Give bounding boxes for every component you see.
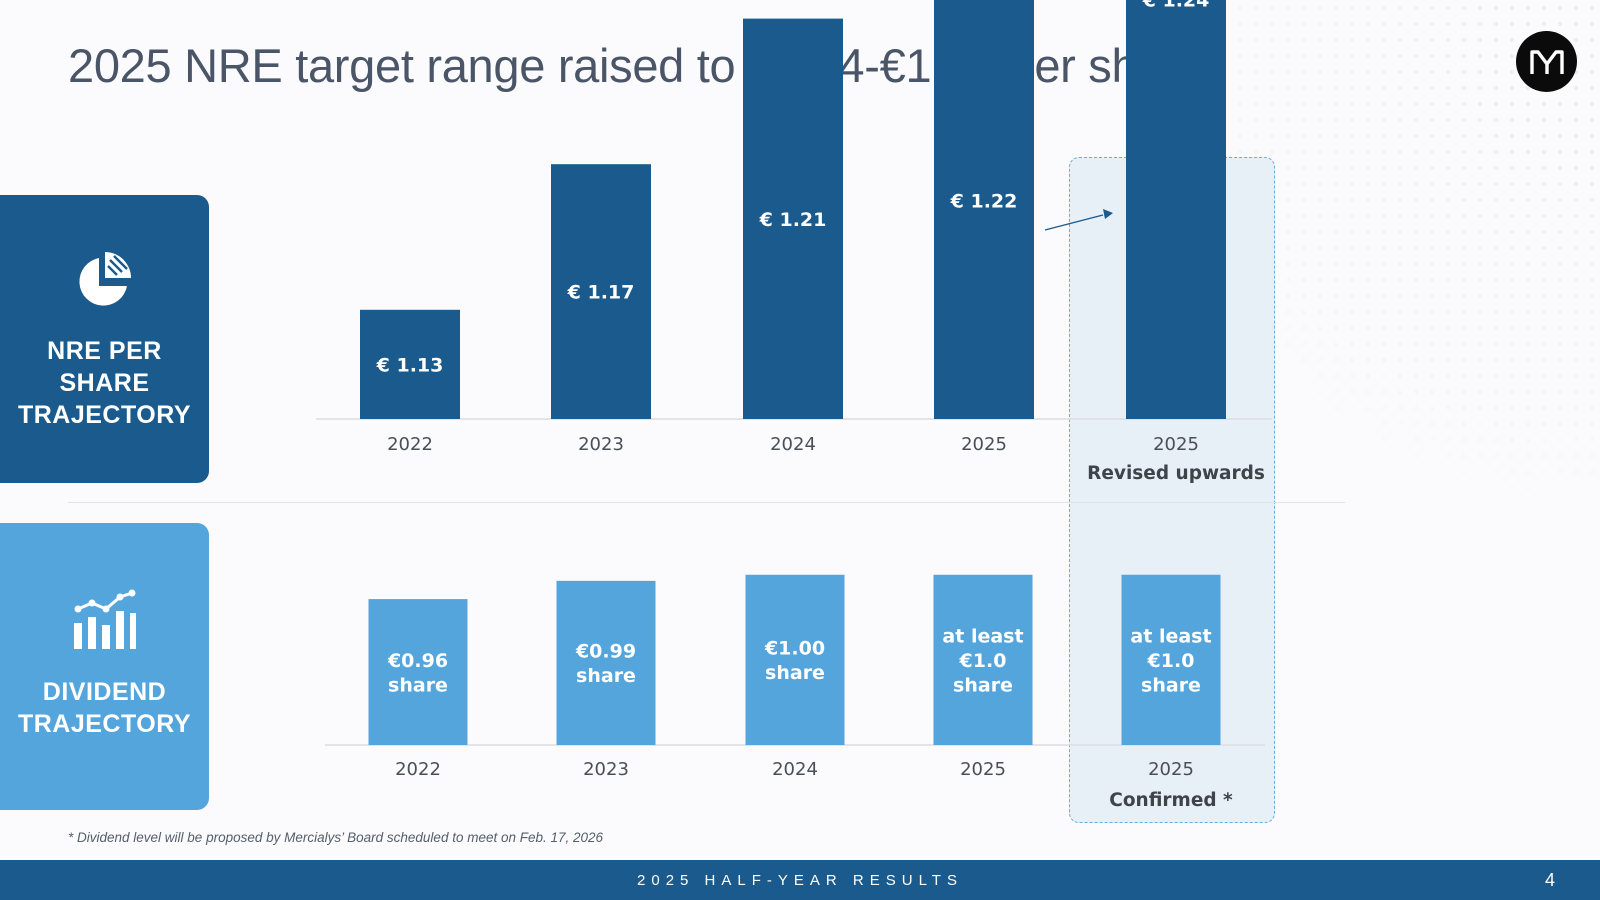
dividend-bar: [745, 574, 845, 745]
nre-year-label: 2025: [961, 434, 1007, 455]
footer-title: 2025 HALF-YEAR RESULTS: [637, 872, 963, 889]
dividend-bar: [368, 599, 468, 745]
dividend-bar-label-line: €1.0: [1147, 650, 1195, 672]
nre-bar: [1126, 0, 1226, 420]
nre-bar-value-label: € 1.13: [376, 354, 444, 376]
dividend-bar-label-line: at least: [1130, 625, 1211, 647]
dividend-panel-title-line: DIVIDEND: [42, 678, 167, 706]
footnote: * Dividend level will be proposed by Mer…: [68, 830, 604, 845]
dividend-panel-title-line: TRAJECTORY: [17, 710, 192, 738]
nre-year-label: 2022: [387, 434, 433, 455]
dividend-bar-label-line: share: [765, 662, 825, 684]
dividend-bar: [556, 580, 656, 745]
nre-panel-title-line: SHARE: [59, 369, 150, 397]
nre-year-label: 2023: [578, 434, 624, 455]
nre-year-label: 2025: [1153, 434, 1199, 455]
nre-bar-value-label: € 1.21: [759, 209, 827, 231]
dividend-year-label: 2025: [1148, 759, 1194, 780]
mercialys-logo-icon: [1516, 31, 1577, 92]
dividend-trajectory-panel: DIVIDEND TRAJECTORY: [0, 523, 209, 810]
dividend-bar-label-line: share: [953, 674, 1013, 696]
dividend-bar-label-line: share: [388, 674, 448, 696]
dividend-bar-label-line: share: [1141, 674, 1201, 696]
footer-bar: [0, 860, 1600, 900]
nre-panel-title: NRE PER SHARE TRAJECTORY: [0, 335, 209, 431]
nre-bar-value-label: € 1.17: [567, 282, 635, 304]
nre-panel-title-line: TRAJECTORY: [17, 401, 192, 429]
dividend-panel-title: DIVIDEND TRAJECTORY: [0, 676, 209, 740]
nre-bar-value-label: € 1.24: [1142, 0, 1210, 11]
pie-chart-icon: [72, 249, 134, 316]
dividend-bar-label-line: €0.99: [575, 641, 636, 663]
nre-bar: [551, 164, 651, 419]
dividend-year-label: 2025: [960, 759, 1006, 780]
dividend-bar-label-line: at least: [942, 625, 1023, 647]
dividend-year-label: 2024: [772, 759, 818, 780]
dividend-bar-label-line: share: [576, 665, 636, 687]
dividend-year-label: 2023: [583, 759, 629, 780]
revision-arrow-head: [1103, 209, 1113, 219]
dividend-bar: [1121, 574, 1221, 745]
dividend-bar-label-line: €1.00: [764, 638, 825, 660]
dividend-bar: [933, 574, 1033, 745]
nre-trajectory-panel: NRE PER SHARE TRAJECTORY: [0, 195, 209, 483]
bar-trend-icon: [72, 587, 136, 656]
dividend-bar-label-line: €1.0: [959, 650, 1007, 672]
dividend-year-label: 2022: [395, 759, 441, 780]
page-number: 4: [1545, 870, 1556, 890]
section-divider: [68, 502, 1345, 503]
nre-panel-title-line: NRE PER: [47, 337, 162, 365]
nre-bar-value-label: € 1.22: [950, 191, 1018, 213]
nre-year-label: 2024: [770, 434, 816, 455]
dividend-category-note: Confirmed *: [1109, 790, 1233, 811]
nre-bar: [360, 309, 460, 419]
nre-bar: [934, 0, 1034, 419]
revision-arrow-line: [1044, 214, 1104, 231]
nre-bar: [743, 18, 843, 419]
dividend-bar-label-line: €0.96: [387, 650, 448, 672]
nre-category-note: Revised upwards: [1087, 463, 1265, 484]
